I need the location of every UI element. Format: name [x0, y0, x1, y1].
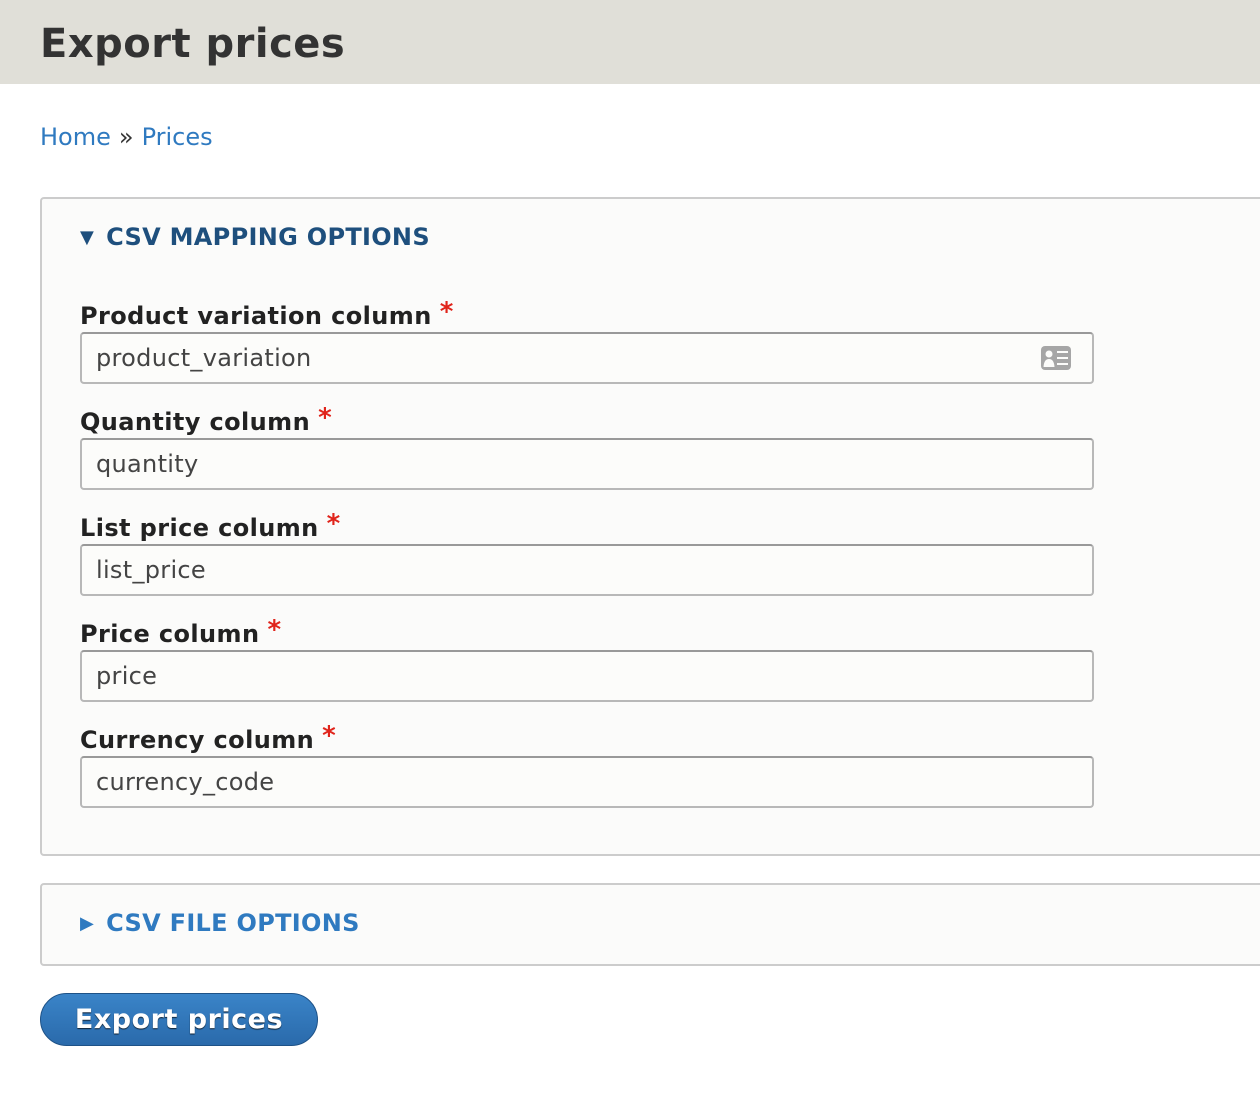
contact-card-icon[interactable]: [1040, 345, 1072, 371]
breadcrumb: Home» Prices: [40, 120, 213, 154]
price-label: Price column *: [80, 615, 282, 648]
triangle-down-icon: ▼: [80, 227, 95, 248]
required-marker: *: [439, 297, 454, 327]
page-header: Export prices: [0, 0, 1260, 84]
required-marker: *: [326, 509, 341, 539]
required-marker: *: [318, 403, 333, 433]
list-price-input[interactable]: [82, 546, 996, 594]
csv-file-options-fieldset: ▶ CSV FILE OPTIONS: [40, 883, 1260, 966]
price-input[interactable]: [82, 652, 996, 700]
breadcrumb-prices-link[interactable]: Prices: [141, 123, 213, 151]
quantity-field: Quantity column *: [80, 401, 1094, 490]
product-variation-input[interactable]: [82, 334, 996, 382]
triangle-right-icon: ▶: [80, 913, 95, 934]
list-price-label: List price column *: [80, 509, 341, 542]
breadcrumb-separator: »: [118, 123, 134, 151]
list-price-field: List price column *: [80, 507, 1094, 596]
price-field: Price column *: [80, 613, 1094, 702]
csv-mapping-options-fieldset: ▼ CSV MAPPING OPTIONS Product variation c…: [40, 197, 1260, 856]
csv-mapping-options-legend: CSV MAPPING OPTIONS: [106, 223, 430, 251]
currency-input[interactable]: [82, 758, 996, 806]
currency-field: Currency column *: [80, 719, 1094, 808]
product-variation-field: Product variation column *: [80, 295, 1094, 384]
required-marker: *: [267, 615, 282, 645]
currency-label: Currency column *: [80, 721, 337, 754]
breadcrumb-home-link[interactable]: Home: [40, 123, 111, 151]
product-variation-label: Product variation column *: [80, 297, 454, 330]
quantity-input[interactable]: [82, 440, 996, 488]
csv-file-options-toggle[interactable]: ▶ CSV FILE OPTIONS: [80, 909, 360, 937]
quantity-label: Quantity column *: [80, 403, 333, 436]
csv-file-options-legend: CSV FILE OPTIONS: [106, 909, 360, 937]
page-title: Export prices: [40, 21, 346, 67]
csv-mapping-options-toggle[interactable]: ▼ CSV MAPPING OPTIONS: [80, 223, 430, 251]
export-prices-button[interactable]: Export prices: [40, 993, 318, 1046]
required-marker: *: [322, 721, 337, 751]
